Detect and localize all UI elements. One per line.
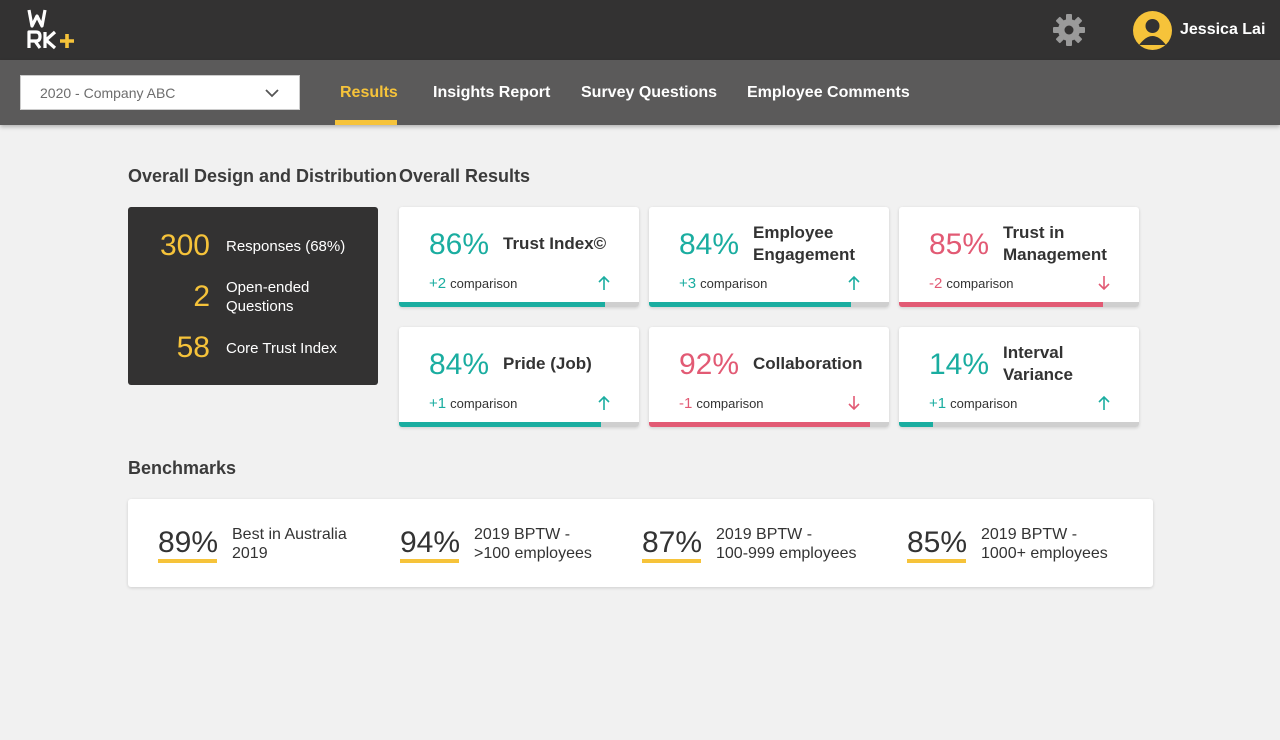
result-card-employee-engagement[interactable]: 84% Employee Engagement +3 comparison	[649, 207, 889, 307]
gear-icon[interactable]	[1052, 13, 1086, 47]
result-name: Collaboration	[753, 354, 863, 373]
arrow-up-icon	[598, 275, 610, 290]
benchmark-label: 2019 BPTW - 1000+ employees	[981, 525, 1108, 563]
benchmark-label: 2019 BPTW - >100 employees	[474, 525, 592, 563]
result-card-trust-index[interactable]: 86% Trust Index© +2 comparison	[399, 207, 639, 307]
tab-insights-report[interactable]: Insights Report	[433, 84, 551, 101]
progress-track	[899, 422, 1139, 427]
benchmark-label-line2: >100 employees	[474, 545, 592, 562]
top-bar: Jessica Lai	[0, 0, 1280, 60]
comparison-label: comparison	[700, 276, 768, 291]
comparison-delta: +2	[429, 275, 447, 292]
comparison-delta: -1	[679, 395, 693, 412]
distribution-label: Core Trust Index	[226, 340, 337, 357]
result-percentage: 84%	[429, 348, 490, 381]
result-name: Pride (Job)	[503, 354, 592, 373]
benchmark-value: 87%	[642, 526, 703, 559]
result-percentage: 84%	[679, 228, 740, 261]
benchmark-underline	[642, 559, 701, 563]
benchmark-label-line2: 2019	[232, 545, 268, 562]
result-name: Employee Engagement	[753, 223, 856, 264]
distribution-heading: Overall Design and Distribution	[128, 166, 398, 186]
benchmark-label: Best in Australia 2019	[232, 525, 347, 563]
benchmarks-panel: 89% Best in Australia 2019 94% 2019 BPTW…	[128, 499, 1153, 587]
benchmark-label-line1: 2019 BPTW -	[981, 526, 1078, 543]
result-name: Interval Variance	[1003, 343, 1073, 384]
distribution-label: Responses (68%)	[226, 238, 346, 255]
result-card-interval-variance[interactable]: 14% Interval Variance +1 comparison	[899, 327, 1139, 427]
tab-results[interactable]: Results	[340, 84, 398, 101]
arrow-up-icon	[1098, 395, 1110, 410]
arrow-up-icon	[848, 275, 860, 290]
progress-fill	[399, 302, 606, 307]
result-comparison: -2 comparison	[929, 275, 1014, 292]
comparison-label: comparison	[450, 276, 518, 291]
comparison-label: comparison	[946, 276, 1014, 291]
comparison-label: comparison	[696, 396, 764, 411]
comparison-delta: +1	[429, 395, 447, 412]
distribution-label: Open-ended Questions	[226, 279, 310, 315]
result-percentage: 85%	[929, 228, 990, 261]
comparison-delta: +3	[679, 275, 697, 292]
progress-fill	[649, 422, 870, 427]
result-comparison: -1 comparison	[679, 395, 764, 412]
result-percentage: 92%	[679, 348, 740, 381]
benchmark-underline	[907, 559, 966, 563]
progress-fill	[399, 422, 601, 427]
survey-select[interactable]: 2020 - Company ABC	[20, 75, 300, 110]
benchmark-value: 89%	[158, 526, 219, 559]
progress-fill	[899, 422, 933, 427]
progress-fill	[899, 302, 1103, 307]
result-card-trust-in-management[interactable]: 85% Trust in Management -2 comparison	[899, 207, 1139, 307]
active-tab-indicator	[335, 120, 397, 125]
arrow-down-icon	[1098, 276, 1110, 291]
result-comparison: +3 comparison	[679, 275, 767, 292]
comparison-delta: -2	[929, 275, 943, 292]
distribution-value: 2	[193, 280, 210, 313]
user-name: Jessica Lai	[1180, 21, 1266, 38]
result-name: Trust Index©	[503, 234, 607, 253]
benchmark-label-line1: 2019 BPTW -	[716, 526, 813, 543]
result-comparison: +1 comparison	[429, 395, 517, 412]
chevron-down-icon	[265, 89, 279, 98]
result-comparison: +2 comparison	[429, 275, 517, 292]
result-card-pride-job[interactable]: 84% Pride (Job) +1 comparison	[399, 327, 639, 427]
benchmark-value: 85%	[907, 526, 968, 559]
benchmark-value: 94%	[400, 526, 461, 559]
progress-fill	[649, 302, 851, 307]
arrow-down-icon	[848, 396, 860, 411]
user-menu[interactable]: Jessica Lai	[1133, 10, 1266, 50]
benchmark-label: 2019 BPTW - 100-999 employees	[716, 525, 857, 563]
benchmark-label-line2: 1000+ employees	[981, 545, 1108, 562]
wrk-plus-logo[interactable]	[27, 8, 77, 52]
result-percentage: 86%	[429, 228, 490, 261]
comparison-label: comparison	[950, 396, 1018, 411]
benchmark-label-line2: 100-999 employees	[716, 545, 857, 562]
distribution-panel: 300 Responses (68%) 2 Open-ended Questio…	[128, 207, 378, 385]
comparison-label: comparison	[450, 396, 518, 411]
result-name: Trust in Management	[1003, 223, 1107, 264]
result-comparison: +1 comparison	[929, 395, 1017, 412]
distribution-row: 300 Responses (68%)	[128, 226, 378, 266]
distribution-value: 300	[159, 229, 210, 262]
survey-select-value: 2020 - Company ABC	[40, 84, 176, 101]
result-card-collaboration[interactable]: 92% Collaboration -1 comparison	[649, 327, 889, 427]
benchmark-label-line1: Best in Australia	[232, 526, 347, 543]
result-percentage: 14%	[929, 348, 990, 381]
tab-survey-questions[interactable]: Survey Questions	[581, 84, 718, 101]
comparison-delta: +1	[929, 395, 947, 412]
tab-employee-comments[interactable]: Employee Comments	[747, 84, 910, 101]
distribution-row: 58 Core Trust Index	[128, 328, 378, 368]
benchmark-underline	[400, 559, 459, 563]
results-heading: Overall Results	[399, 166, 531, 186]
user-avatar-icon	[1133, 10, 1172, 50]
benchmark-label-line1: 2019 BPTW -	[474, 526, 571, 543]
distribution-row: 2 Open-ended Questions	[128, 277, 378, 317]
benchmark-underline	[158, 559, 217, 563]
sub-navigation: 2020 - Company ABC Results Insights Repo…	[0, 60, 1280, 125]
benchmarks-heading: Benchmarks	[128, 458, 237, 478]
distribution-value: 58	[176, 331, 210, 364]
arrow-up-icon	[598, 395, 610, 410]
